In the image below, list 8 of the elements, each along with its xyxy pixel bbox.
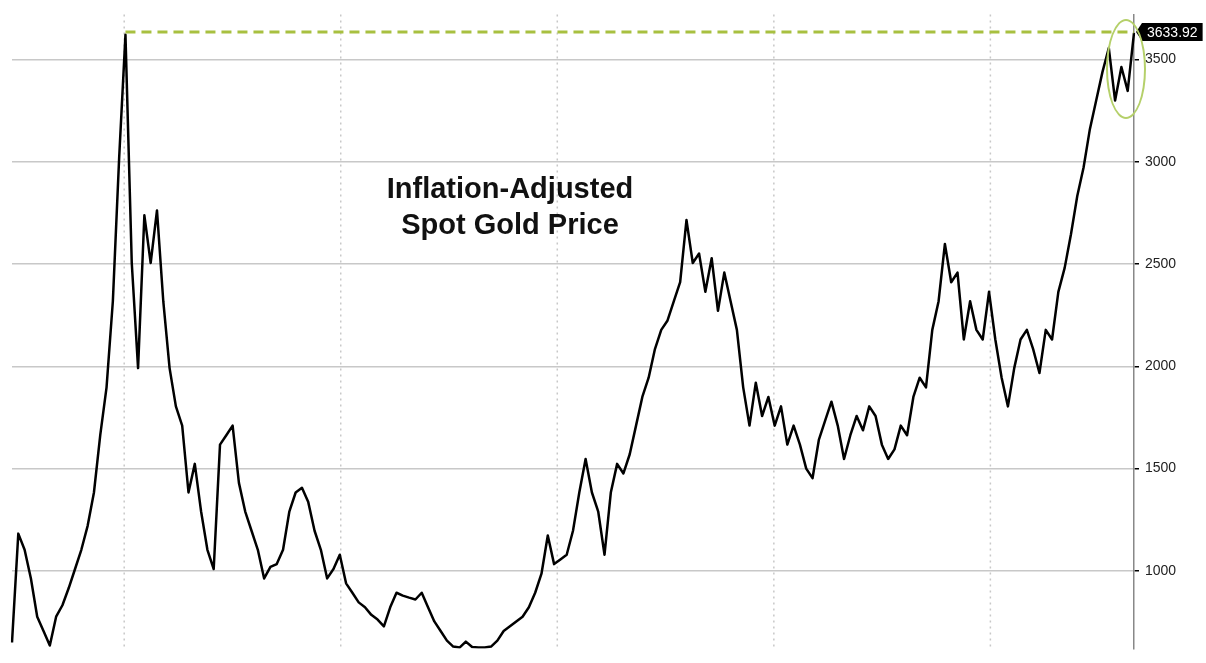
y-tick-label: 2500 bbox=[1145, 254, 1177, 271]
y-tick-label: 1000 bbox=[1145, 561, 1177, 578]
y-tick-label: 1500 bbox=[1145, 459, 1177, 476]
ref-line-label: 3633.92 bbox=[1147, 23, 1198, 40]
y-tick-label: 3000 bbox=[1145, 152, 1177, 169]
text: Inflation-Adjusted Spot Gold Price bbox=[385, 171, 635, 242]
y-tick-label: 3500 bbox=[1145, 50, 1177, 67]
y-tick-label: 2000 bbox=[1145, 357, 1177, 374]
